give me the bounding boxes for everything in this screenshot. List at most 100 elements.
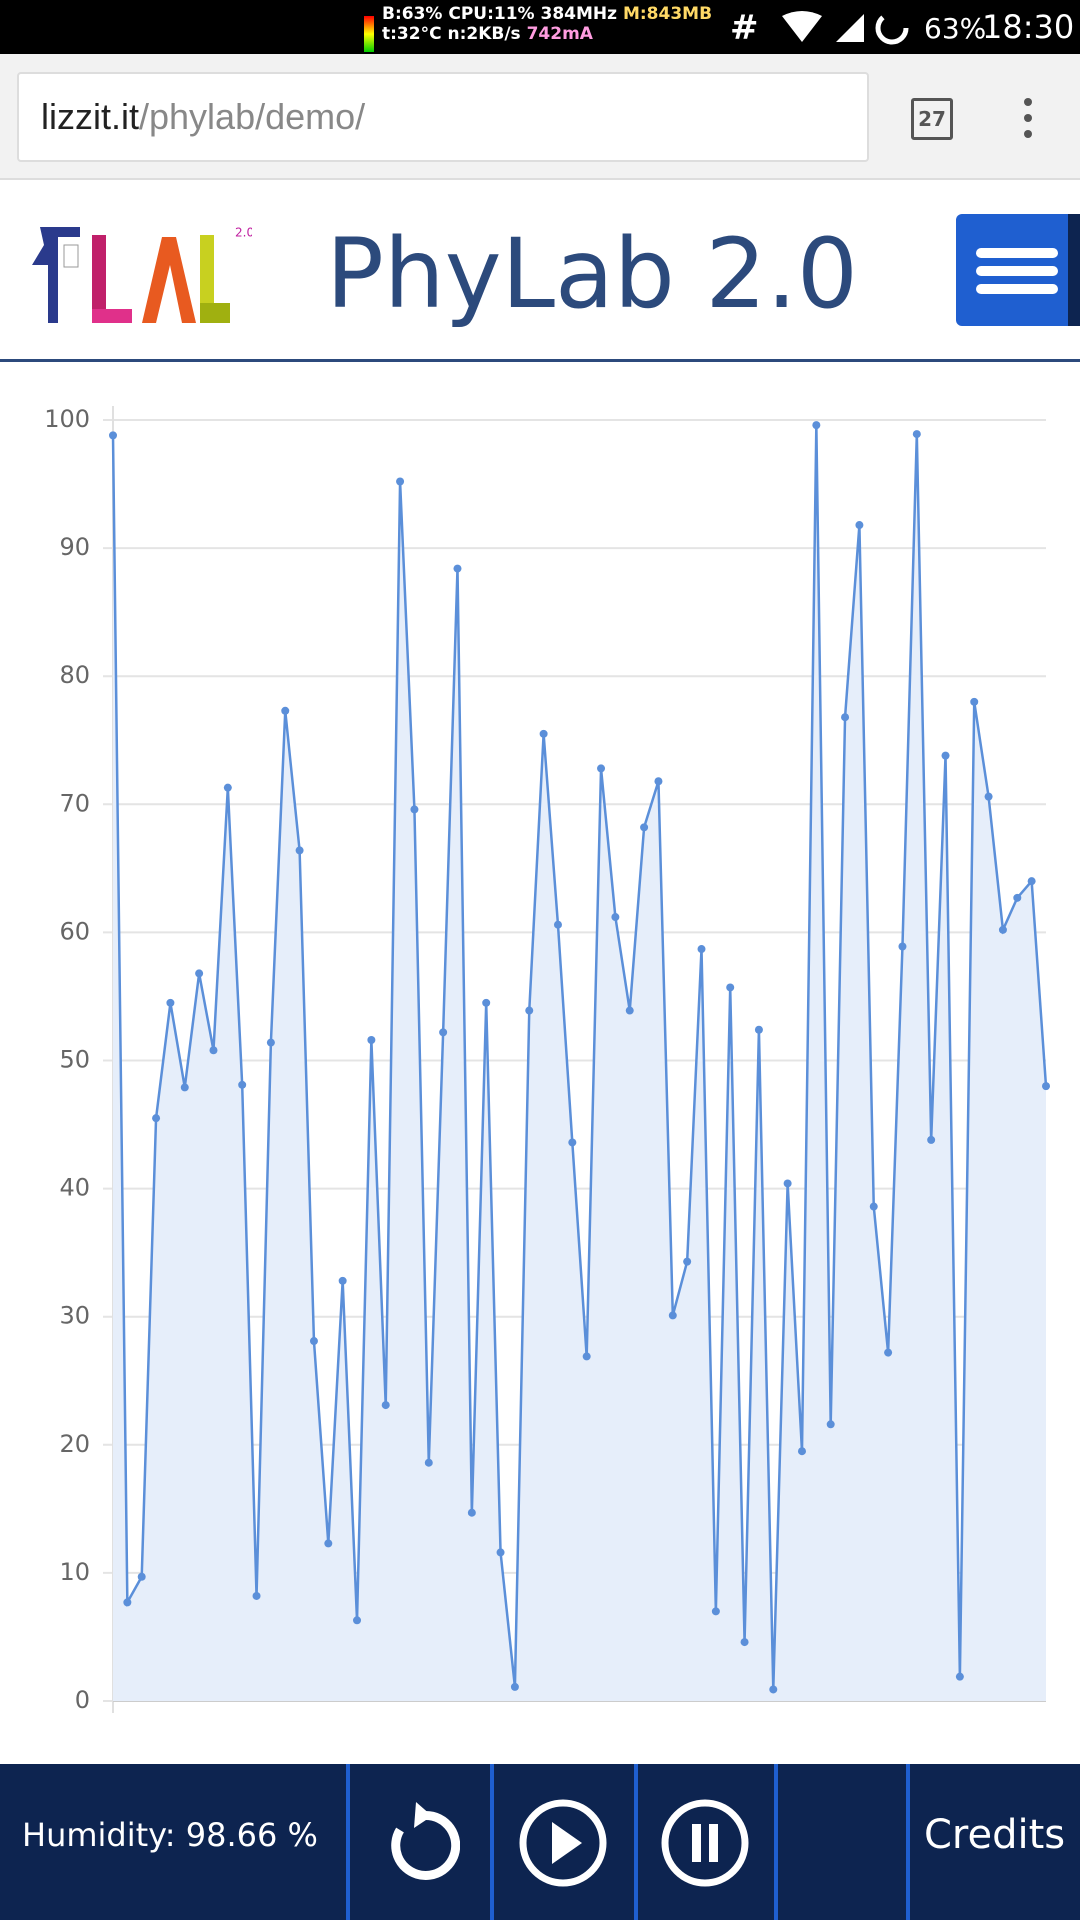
logo-badge: 2.0 bbox=[235, 226, 252, 240]
point bbox=[295, 846, 304, 855]
point bbox=[496, 1548, 505, 1557]
point bbox=[783, 1179, 792, 1188]
battery: 63% bbox=[924, 12, 987, 45]
stats-text: t:32°C n:2KB/s bbox=[382, 24, 521, 44]
browser-bar: lizzit.it/phylab/demo/ 27 bbox=[0, 54, 1080, 180]
point bbox=[467, 1508, 476, 1517]
url-domain: lizzit.it bbox=[41, 96, 139, 137]
point bbox=[324, 1539, 333, 1548]
logo: 2.0 bbox=[32, 226, 252, 323]
point bbox=[683, 1257, 692, 1266]
menu-toggle[interactable] bbox=[956, 214, 1080, 326]
point bbox=[553, 920, 562, 929]
point bbox=[912, 430, 921, 439]
point bbox=[166, 998, 175, 1007]
point bbox=[525, 1006, 534, 1015]
y-tick-label: 50 bbox=[59, 1046, 90, 1074]
point bbox=[180, 1083, 189, 1092]
url-path: /phylab/demo/ bbox=[139, 96, 366, 137]
point bbox=[797, 1447, 806, 1456]
menu-button[interactable] bbox=[1018, 96, 1038, 140]
point bbox=[281, 706, 290, 715]
battery-icon bbox=[875, 11, 909, 45]
stats-text: M:843MB bbox=[622, 4, 713, 24]
point bbox=[439, 1028, 448, 1037]
point bbox=[855, 521, 864, 530]
y-tick-label: 90 bbox=[59, 533, 90, 561]
point bbox=[482, 998, 491, 1007]
y-tick-label: 60 bbox=[59, 917, 90, 945]
chart: 0 10 20 30 40 50 60 70 80 90 100 bbox=[44, 405, 1050, 1714]
y-tick-label: 80 bbox=[59, 661, 90, 689]
y-tick-label: 20 bbox=[59, 1430, 90, 1458]
point bbox=[711, 1607, 720, 1616]
point bbox=[625, 1006, 634, 1015]
stats-text: B:63% CPU:11% 384MHz bbox=[382, 4, 618, 24]
divider bbox=[774, 1764, 778, 1920]
point bbox=[597, 764, 606, 773]
point bbox=[869, 1202, 878, 1211]
pause-button[interactable] bbox=[660, 1798, 750, 1888]
point bbox=[927, 1135, 936, 1144]
point bbox=[223, 783, 232, 792]
y-tick-label: 10 bbox=[59, 1558, 90, 1586]
point bbox=[510, 1682, 519, 1691]
play-button[interactable] bbox=[518, 1798, 608, 1888]
point bbox=[195, 969, 204, 978]
stats-text: 742mA bbox=[526, 24, 593, 44]
point bbox=[568, 1138, 577, 1147]
point bbox=[898, 942, 907, 951]
point bbox=[1027, 877, 1036, 886]
point bbox=[769, 1685, 778, 1694]
point bbox=[1013, 893, 1022, 902]
url-field[interactable]: lizzit.it/phylab/demo/ bbox=[17, 72, 869, 162]
point bbox=[826, 1420, 835, 1429]
point bbox=[109, 431, 117, 440]
line bbox=[111, 425, 1048, 1690]
signal-icons bbox=[782, 11, 864, 42]
point bbox=[123, 1598, 132, 1607]
point bbox=[668, 1311, 677, 1320]
stats: B:63% CPU:11% 384MHz M:843MB t:32°C n:2K… bbox=[382, 4, 712, 44]
divider bbox=[346, 1764, 350, 1920]
reset-button[interactable] bbox=[380, 1800, 460, 1884]
point bbox=[841, 713, 850, 722]
point bbox=[266, 1038, 275, 1047]
point bbox=[396, 477, 405, 486]
clock: 18:30 bbox=[982, 8, 1075, 46]
point bbox=[955, 1672, 964, 1681]
point bbox=[582, 1352, 591, 1361]
tabs-button[interactable]: 27 bbox=[911, 98, 953, 140]
point bbox=[812, 421, 821, 430]
point bbox=[410, 805, 419, 814]
point bbox=[611, 913, 620, 922]
divider bbox=[906, 1764, 910, 1920]
point bbox=[640, 823, 649, 832]
hash: # bbox=[730, 8, 759, 48]
point bbox=[338, 1276, 347, 1285]
point bbox=[754, 1025, 763, 1034]
y-tick-label: 70 bbox=[59, 789, 90, 817]
point bbox=[309, 1337, 318, 1346]
credits-button[interactable]: Credits bbox=[924, 1812, 1066, 1858]
control-bar: Humidity: 98.66 % Credits bbox=[0, 1764, 1080, 1920]
divider bbox=[490, 1764, 494, 1920]
point bbox=[740, 1638, 749, 1647]
point bbox=[539, 729, 548, 738]
meter bbox=[364, 16, 374, 52]
site-title: PhyLab 2.0 bbox=[326, 218, 858, 330]
site-header: 2.0 PhyLab 2.0 bbox=[0, 180, 1080, 362]
point bbox=[1042, 1082, 1050, 1091]
point bbox=[998, 925, 1007, 934]
point bbox=[726, 983, 735, 992]
y-tick-label: 100 bbox=[44, 405, 90, 433]
point bbox=[252, 1591, 261, 1600]
point bbox=[884, 1348, 893, 1357]
divider bbox=[634, 1764, 638, 1920]
hamburger bbox=[976, 214, 1080, 326]
point bbox=[152, 1114, 161, 1123]
point bbox=[381, 1401, 390, 1410]
point bbox=[137, 1572, 146, 1581]
point bbox=[970, 697, 979, 706]
y-tick-label: 40 bbox=[59, 1174, 90, 1202]
